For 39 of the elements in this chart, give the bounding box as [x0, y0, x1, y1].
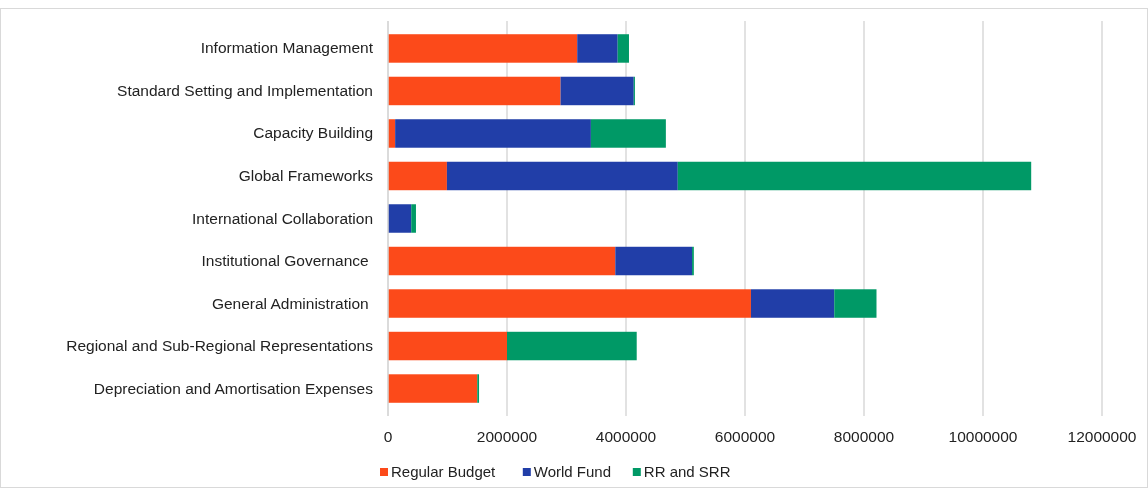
- x-tick-label: 2000000: [476, 428, 538, 445]
- bar: [395, 119, 591, 148]
- bar: [677, 161, 1032, 191]
- legend-label: RR and SRR: [643, 463, 731, 480]
- y-tick-label: Global Frameworks: [238, 166, 374, 184]
- x-tick-label: 6000000: [714, 428, 776, 445]
- x-tick-label: 12000000: [1067, 428, 1137, 445]
- bar: [388, 204, 412, 233]
- bar: [388, 331, 507, 361]
- bar: [615, 246, 693, 276]
- bar: [388, 161, 447, 191]
- y-tick-label: Information Management: [200, 39, 374, 57]
- bar: [590, 119, 666, 148]
- x-tick-label: 0: [383, 428, 393, 445]
- bar: [617, 34, 629, 63]
- bar: [834, 289, 877, 318]
- x-tick-label: 10000000: [948, 428, 1018, 445]
- bar: [577, 34, 618, 63]
- bar: [411, 204, 416, 233]
- y-tick-label: International Collaboration: [192, 209, 373, 227]
- y-tick-label: Depreciation and Amortisation Expenses: [93, 379, 374, 397]
- y-tick-label: General Administration: [211, 294, 373, 312]
- y-tick-label: Institutional Governance: [201, 252, 373, 270]
- bar: [446, 161, 678, 191]
- legend-label: Regular Budget: [391, 463, 497, 480]
- x-tick-label: 8000000: [833, 428, 895, 445]
- bar: [388, 76, 561, 106]
- bar: [388, 289, 751, 318]
- bar: [560, 76, 634, 106]
- y-tick-label: Capacity Building: [253, 124, 373, 142]
- bar: [388, 246, 616, 276]
- bar: [507, 331, 637, 361]
- y-tick-label: Standard Setting and Implementation: [117, 81, 373, 99]
- x-tick-label: 4000000: [595, 428, 657, 445]
- bar: [388, 374, 478, 403]
- bar: [388, 34, 578, 63]
- bar: [750, 289, 835, 318]
- legend-label: World Fund: [533, 463, 612, 480]
- y-tick-label: Regional and Sub-Regional Representations: [66, 337, 374, 355]
